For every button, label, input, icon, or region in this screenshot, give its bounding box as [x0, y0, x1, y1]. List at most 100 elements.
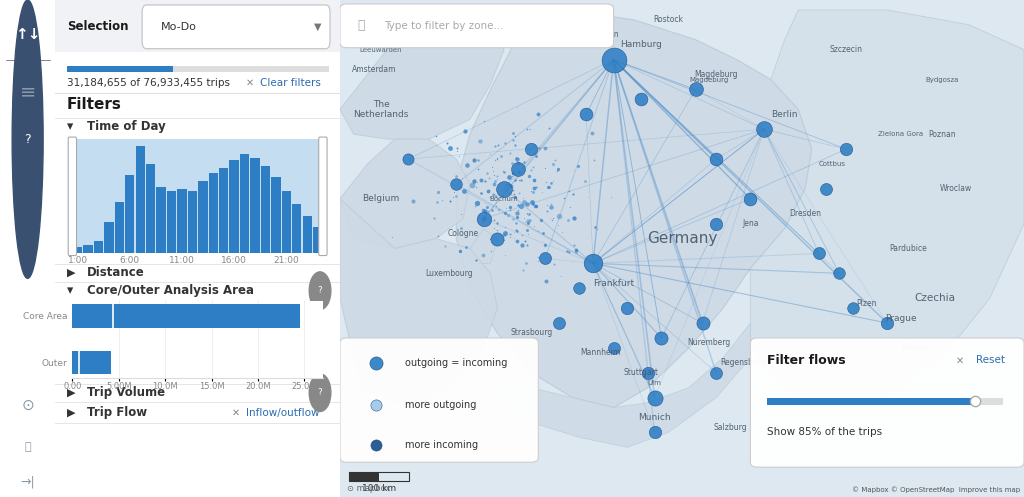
Point	[439, 139, 456, 147]
Text: 100 km: 100 km	[361, 484, 396, 493]
Point	[526, 141, 543, 149]
Point	[523, 166, 540, 174]
Point	[466, 156, 482, 164]
Text: Zielona Gora: Zielona Gora	[879, 131, 924, 137]
Point	[498, 229, 514, 237]
Point	[481, 193, 498, 201]
Point	[483, 247, 500, 255]
Point	[530, 144, 547, 152]
Point	[575, 153, 592, 161]
Text: ▾: ▾	[67, 284, 73, 297]
Text: Bremerhaven: Bremerhaven	[567, 30, 618, 39]
Text: Salzburg: Salzburg	[713, 423, 746, 432]
Text: Prague: Prague	[885, 314, 916, 323]
Text: outgoing = incoming: outgoing = incoming	[404, 358, 507, 368]
Point	[506, 206, 522, 214]
Point	[459, 161, 475, 168]
Point	[468, 183, 484, 191]
Point	[483, 206, 500, 214]
Point	[501, 211, 517, 219]
Text: Cottbus: Cottbus	[819, 161, 846, 167]
Bar	[209, 172, 218, 253]
Point	[537, 241, 553, 248]
Point	[486, 176, 503, 184]
Bar	[768, 398, 1004, 405]
Point	[584, 129, 600, 137]
Text: ?: ?	[25, 133, 31, 146]
Point	[453, 211, 469, 219]
Point	[514, 200, 530, 208]
Point	[442, 197, 459, 205]
Point	[451, 152, 467, 160]
Point	[497, 139, 513, 147]
Point	[458, 243, 474, 251]
Text: Plzen: Plzen	[856, 299, 877, 308]
Point	[585, 259, 601, 267]
Point	[708, 369, 724, 377]
Point	[476, 214, 493, 222]
Text: Show 85% of the trips: Show 85% of the trips	[768, 427, 883, 437]
Bar	[83, 245, 93, 253]
Point	[578, 110, 594, 118]
Point	[525, 175, 542, 183]
Point	[633, 95, 649, 103]
Point	[476, 199, 493, 207]
Point	[502, 231, 518, 239]
Circle shape	[12, 0, 43, 278]
Text: Bochum: Bochum	[489, 196, 518, 202]
Point	[484, 190, 501, 198]
Point	[481, 173, 498, 181]
Point	[481, 213, 498, 221]
Point	[508, 238, 524, 246]
Point	[476, 177, 493, 185]
Point	[509, 155, 525, 163]
Point	[540, 183, 556, 191]
Point	[434, 196, 451, 204]
Point	[450, 144, 466, 152]
Point	[525, 200, 542, 208]
Point	[524, 188, 541, 196]
FancyBboxPatch shape	[340, 338, 539, 462]
Point	[566, 214, 583, 222]
Point	[452, 248, 468, 255]
Point	[519, 125, 536, 133]
Point	[504, 171, 520, 179]
Point	[817, 185, 834, 193]
Point	[532, 255, 549, 263]
Point	[485, 180, 502, 188]
Point	[495, 166, 511, 174]
Point	[510, 167, 526, 175]
Point	[507, 141, 523, 149]
Point	[469, 199, 485, 207]
Point	[526, 184, 543, 192]
Point	[564, 190, 581, 198]
FancyBboxPatch shape	[751, 338, 1024, 467]
Text: ⊙: ⊙	[22, 398, 34, 413]
Point	[507, 193, 523, 201]
Text: ✕: ✕	[246, 78, 254, 88]
Point	[428, 198, 444, 206]
Point	[518, 242, 535, 249]
Point	[967, 398, 983, 406]
Point	[538, 178, 554, 186]
Bar	[73, 247, 82, 253]
Point	[469, 216, 485, 224]
Point	[368, 441, 384, 449]
Text: Jena: Jena	[742, 219, 759, 228]
Point	[497, 251, 513, 259]
Bar	[167, 191, 176, 253]
Point	[496, 185, 512, 193]
Point	[510, 206, 526, 214]
Point	[482, 151, 499, 159]
Bar	[73, 304, 300, 328]
Point	[560, 248, 577, 256]
Point	[561, 187, 578, 195]
Point	[537, 144, 553, 152]
Bar	[768, 398, 975, 405]
Point	[524, 197, 541, 205]
Point	[477, 207, 494, 215]
Point	[472, 137, 488, 145]
Polygon shape	[340, 10, 504, 139]
Text: Regensburg: Regensburg	[721, 358, 766, 367]
Text: Jihlava: Jihlava	[902, 343, 928, 352]
